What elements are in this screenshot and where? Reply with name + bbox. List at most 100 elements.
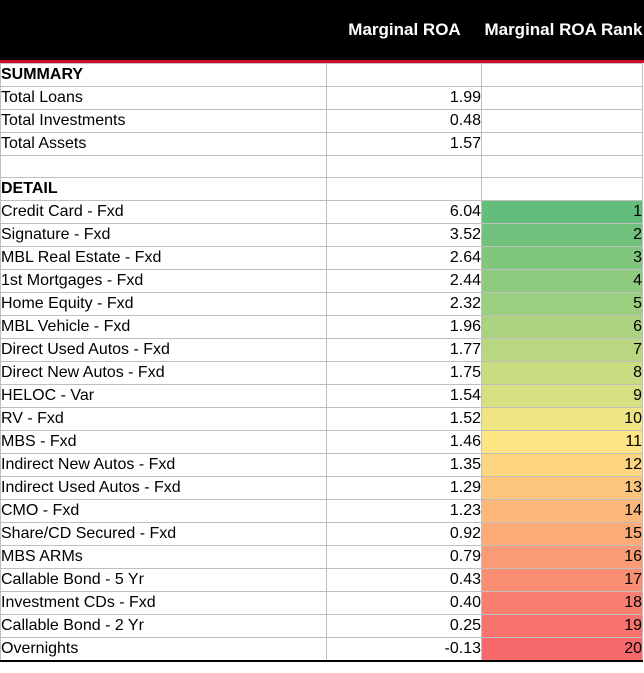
cell-name[interactable]: MBS - Fxd xyxy=(0,430,327,454)
cell-empty[interactable] xyxy=(481,132,643,156)
table-row: Total Investments 0.48 xyxy=(0,109,643,133)
cell-name[interactable]: Credit Card - Fxd xyxy=(0,200,327,224)
cell-roa[interactable]: 0.40 xyxy=(326,591,482,615)
cell-roa[interactable]: 0.48 xyxy=(326,109,482,133)
cell-roa[interactable]: 1.29 xyxy=(326,476,482,500)
section-label-summary[interactable]: SUMMARY xyxy=(0,63,327,87)
cell-rank[interactable]: 14 xyxy=(481,499,643,523)
cell-roa[interactable]: 0.43 xyxy=(326,568,482,592)
cell-name[interactable]: Signature - Fxd xyxy=(0,223,327,247)
cell-empty[interactable] xyxy=(481,177,643,201)
cell-roa[interactable]: 1.99 xyxy=(326,86,482,110)
cell-name[interactable]: Total Loans xyxy=(0,86,327,110)
cell-rank[interactable]: 16 xyxy=(481,545,643,569)
cell-name[interactable]: Callable Bond - 2 Yr xyxy=(0,614,327,638)
cell-empty[interactable] xyxy=(481,86,643,110)
cell-roa[interactable]: 1.46 xyxy=(326,430,482,454)
cell-roa[interactable]: 2.32 xyxy=(326,292,482,316)
cell-roa[interactable]: 1.77 xyxy=(326,338,482,362)
cell-roa[interactable]: 2.64 xyxy=(326,246,482,270)
cell-rank[interactable]: 15 xyxy=(481,522,643,546)
table-row: 1st Mortgages - Fxd 2.44 4 xyxy=(0,269,643,293)
cell-roa[interactable]: 1.54 xyxy=(326,384,482,408)
cell-roa[interactable]: 1.52 xyxy=(326,407,482,431)
header-bar: Marginal ROA Marginal ROA Rank xyxy=(0,0,644,60)
cell-roa[interactable]: 2.44 xyxy=(326,269,482,293)
cell-name[interactable]: Total Investments xyxy=(0,109,327,133)
cell-empty[interactable] xyxy=(326,177,482,201)
cell-roa[interactable]: 0.92 xyxy=(326,522,482,546)
cell-rank[interactable]: 17 xyxy=(481,568,643,592)
cell-name[interactable]: HELOC - Var xyxy=(0,384,327,408)
table-row: CMO - Fxd 1.23 14 xyxy=(0,499,643,523)
table-row: Overnights -0.13 20 xyxy=(0,637,643,662)
table-row: Total Loans 1.99 xyxy=(0,86,643,110)
cell-name[interactable]: Direct Used Autos - Fxd xyxy=(0,338,327,362)
cell-name[interactable]: 1st Mortgages - Fxd xyxy=(0,269,327,293)
cell-rank[interactable]: 11 xyxy=(481,430,643,454)
table-row: Total Assets 1.57 xyxy=(0,132,643,156)
cell-roa[interactable]: 3.52 xyxy=(326,223,482,247)
cell-empty[interactable] xyxy=(326,63,482,87)
header-marginal-roa[interactable]: Marginal ROA xyxy=(348,20,461,39)
section-label-detail[interactable]: DETAIL xyxy=(0,177,327,201)
cell-empty[interactable] xyxy=(481,155,643,178)
table-row: Callable Bond - 5 Yr 0.43 17 xyxy=(0,568,643,592)
cell-empty[interactable] xyxy=(481,109,643,133)
table-row: Share/CD Secured - Fxd 0.92 15 xyxy=(0,522,643,546)
cell-rank[interactable]: 19 xyxy=(481,614,643,638)
cell-roa[interactable]: 1.96 xyxy=(326,315,482,339)
table-row: RV - Fxd 1.52 10 xyxy=(0,407,643,431)
cell-name[interactable]: Home Equity - Fxd xyxy=(0,292,327,316)
cell-rank[interactable]: 4 xyxy=(481,269,643,293)
cell-name[interactable]: Direct New Autos - Fxd xyxy=(0,361,327,385)
cell-rank[interactable]: 2 xyxy=(481,223,643,247)
cell-name[interactable]: RV - Fxd xyxy=(0,407,327,431)
cell-rank[interactable]: 3 xyxy=(481,246,643,270)
cell-roa[interactable]: 1.75 xyxy=(326,361,482,385)
table-body: SUMMARY Total Loans 1.99 Total Investments 0… xyxy=(0,63,643,662)
cell-name[interactable]: Share/CD Secured - Fxd xyxy=(0,522,327,546)
cell-roa[interactable]: 1.35 xyxy=(326,453,482,477)
table-row: MBS ARMs 0.79 16 xyxy=(0,545,643,569)
table-row: Indirect New Autos - Fxd 1.35 12 xyxy=(0,453,643,477)
cell-name[interactable]: Total Assets xyxy=(0,132,327,156)
table-row: Home Equity - Fxd 2.32 5 xyxy=(0,292,643,316)
cell-name[interactable]: MBL Real Estate - Fxd xyxy=(0,246,327,270)
table-row: MBL Real Estate - Fxd 2.64 3 xyxy=(0,246,643,270)
table-row: MBL Vehicle - Fxd 1.96 6 xyxy=(0,315,643,339)
cell-roa[interactable]: 1.23 xyxy=(326,499,482,523)
cell-name[interactable]: Callable Bond - 5 Yr xyxy=(0,568,327,592)
cell-roa[interactable]: -0.13 xyxy=(326,637,482,662)
cell-name[interactable]: Indirect Used Autos - Fxd xyxy=(0,476,327,500)
cell-name[interactable]: Indirect New Autos - Fxd xyxy=(0,453,327,477)
cell-roa[interactable]: 6.04 xyxy=(326,200,482,224)
cell-rank[interactable]: 6 xyxy=(481,315,643,339)
header-marginal-roa-rank[interactable]: Marginal ROA Rank xyxy=(484,20,643,39)
cell-name[interactable]: Overnights xyxy=(0,637,327,662)
cell-roa[interactable]: 1.57 xyxy=(326,132,482,156)
header-divider xyxy=(0,60,644,63)
cell-empty[interactable] xyxy=(481,63,643,87)
cell-rank[interactable]: 10 xyxy=(481,407,643,431)
cell-rank[interactable]: 20 xyxy=(481,637,643,662)
cell-rank[interactable]: 7 xyxy=(481,338,643,362)
cell-rank[interactable]: 18 xyxy=(481,591,643,615)
table-row: SUMMARY xyxy=(0,63,643,87)
cell-name[interactable]: Investment CDs - Fxd xyxy=(0,591,327,615)
cell-rank[interactable]: 1 xyxy=(481,200,643,224)
cell-rank[interactable]: 8 xyxy=(481,361,643,385)
cell-name[interactable]: MBL Vehicle - Fxd xyxy=(0,315,327,339)
table-row: Credit Card - Fxd 6.04 1 xyxy=(0,200,643,224)
cell-roa[interactable]: 0.79 xyxy=(326,545,482,569)
cell-empty[interactable] xyxy=(0,155,327,178)
table-row: HELOC - Var 1.54 9 xyxy=(0,384,643,408)
cell-name[interactable]: MBS ARMs xyxy=(0,545,327,569)
cell-rank[interactable]: 5 xyxy=(481,292,643,316)
cell-rank[interactable]: 13 xyxy=(481,476,643,500)
cell-empty[interactable] xyxy=(326,155,482,178)
cell-name[interactable]: CMO - Fxd xyxy=(0,499,327,523)
cell-roa[interactable]: 0.25 xyxy=(326,614,482,638)
cell-rank[interactable]: 12 xyxy=(481,453,643,477)
cell-rank[interactable]: 9 xyxy=(481,384,643,408)
